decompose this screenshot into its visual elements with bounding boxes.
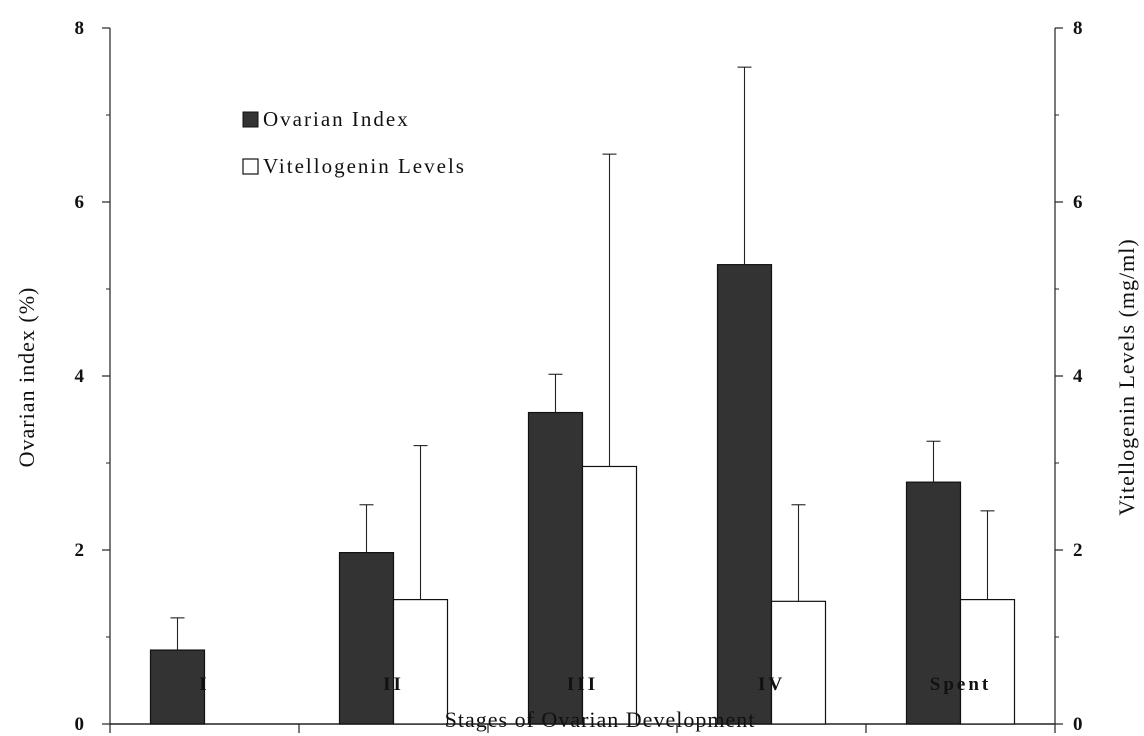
- legend-swatch-ovarian-index: [242, 111, 259, 128]
- y-tick-label-right: 6: [1073, 192, 1083, 213]
- bar-vitellogenin-levels: [959, 598, 1016, 725]
- y-tick-label-left: 2: [75, 540, 85, 561]
- bar-ovarian-index: [338, 552, 395, 725]
- x-tick-label: III: [567, 674, 598, 695]
- x-tick-label: II: [383, 674, 404, 695]
- x-tick-label: Spent: [930, 674, 991, 695]
- bar-ovarian-index: [716, 264, 773, 725]
- y-tick-label-right: 2: [1073, 540, 1083, 561]
- bar-ovarian-index: [905, 481, 962, 725]
- x-tick-label: IV: [758, 674, 785, 695]
- y-tick-label-left: 6: [75, 192, 85, 213]
- error-bars: [170, 66, 995, 651]
- x-axis-title: Stages of Ovarian Development: [445, 707, 756, 732]
- bars: [149, 264, 1016, 725]
- legend-label-vitellogenin-levels: Vitellogenin Levels: [263, 154, 466, 178]
- y-axis-title-left: Ovarian index (%): [14, 287, 39, 468]
- y-tick-label-left: 8: [75, 18, 85, 39]
- y-tick-label-left: 0: [75, 714, 85, 735]
- bar-vitellogenin-levels: [392, 598, 449, 725]
- bar-vitellogenin-levels: [581, 465, 638, 725]
- y-tick-label-right: 0: [1073, 714, 1083, 735]
- bar-ovarian-index: [149, 649, 206, 725]
- legend: Ovarian Index Vitellogenin Levels: [242, 107, 466, 178]
- y-tick-label-left: 4: [75, 366, 85, 387]
- legend-label-ovarian-index: Ovarian Index: [263, 107, 410, 131]
- bar-vitellogenin-levels: [770, 600, 827, 725]
- x-tick-label: I: [199, 674, 209, 695]
- y-tick-label-right: 4: [1073, 366, 1083, 387]
- y-tick-label-right: 8: [1073, 18, 1083, 39]
- y-axis-title-right: Vitellogenin Levels (mg/ml): [1114, 238, 1139, 515]
- legend-swatch-vitellogenin-levels: [242, 158, 259, 175]
